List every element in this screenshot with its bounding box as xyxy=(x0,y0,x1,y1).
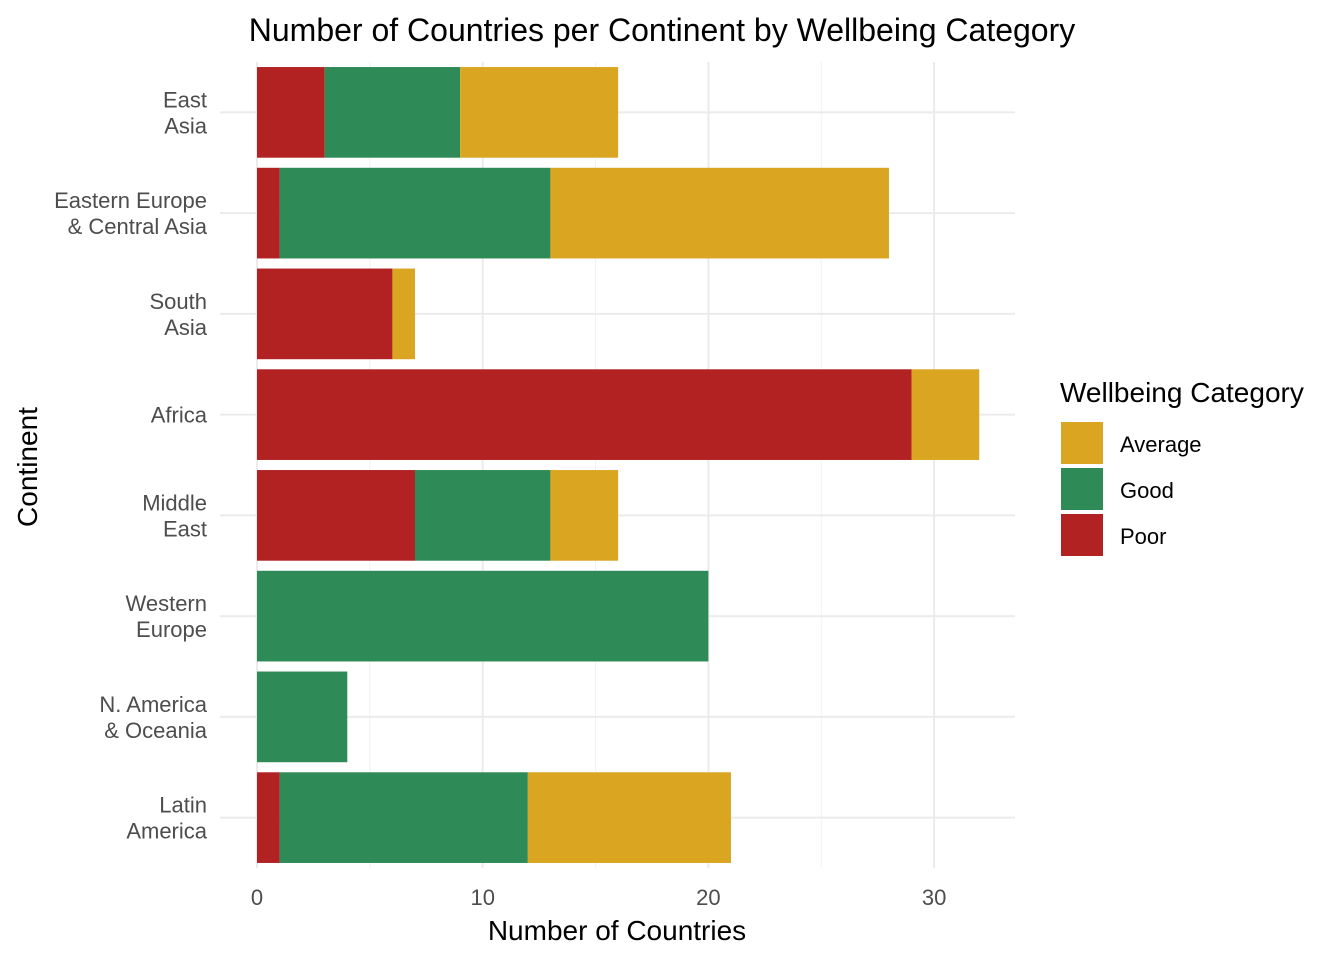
bar-average xyxy=(550,167,889,259)
y-tick-label: Latin America xyxy=(126,793,207,844)
bar-poor xyxy=(257,67,325,158)
y-tick-label: Eastern Europe & Central Asia xyxy=(54,188,208,239)
bar-average xyxy=(392,268,415,360)
bar-good xyxy=(414,470,551,561)
y-axis-ticks: East Asia Eastern Europe & Central Asia Sout… xyxy=(54,87,208,843)
y-tick-label: East Asia xyxy=(163,87,208,138)
legend-items: Average Good Poor xyxy=(1061,422,1202,556)
legend: Wellbeing Category Average Good Poor xyxy=(1060,377,1304,556)
x-tick-label: 10 xyxy=(470,885,494,910)
x-tick-label: 30 xyxy=(922,885,946,910)
bars xyxy=(257,67,980,863)
bar-good xyxy=(279,167,551,259)
bar-poor xyxy=(257,772,280,863)
y-tick-label: N. America & Oceania xyxy=(99,692,207,743)
legend-label-average: Average xyxy=(1120,432,1202,457)
bar-good xyxy=(257,671,348,763)
legend-swatch-good xyxy=(1061,468,1103,510)
x-axis-ticks: 0 10 20 30 xyxy=(251,885,946,910)
bar-good xyxy=(279,772,528,863)
x-tick-label: 20 xyxy=(696,885,720,910)
legend-swatch-average xyxy=(1061,422,1103,464)
y-tick-label: Western Europe xyxy=(125,591,207,642)
y-tick-label: Middle East xyxy=(142,490,207,541)
legend-label-good: Good xyxy=(1120,478,1174,503)
bar-good xyxy=(324,67,461,158)
y-tick-label: Africa xyxy=(151,403,208,428)
bar-average xyxy=(911,369,980,460)
bar-poor xyxy=(257,268,393,360)
chart-title: Number of Countries per Continent by Wel… xyxy=(249,12,1076,48)
y-axis-title: Continent xyxy=(12,407,43,527)
legend-swatch-poor xyxy=(1061,514,1103,556)
bar-average xyxy=(527,772,731,863)
bar-poor xyxy=(257,369,912,460)
bar-poor xyxy=(257,470,415,561)
bar-average xyxy=(550,470,619,561)
bar-good xyxy=(257,570,709,662)
x-tick-label: 0 xyxy=(251,885,263,910)
legend-title: Wellbeing Category xyxy=(1060,377,1304,408)
bar-poor xyxy=(257,167,280,259)
legend-label-poor: Poor xyxy=(1120,524,1166,549)
y-tick-label: South Asia xyxy=(150,289,208,340)
bar-average xyxy=(460,67,619,158)
x-axis-title: Number of Countries xyxy=(488,915,746,946)
